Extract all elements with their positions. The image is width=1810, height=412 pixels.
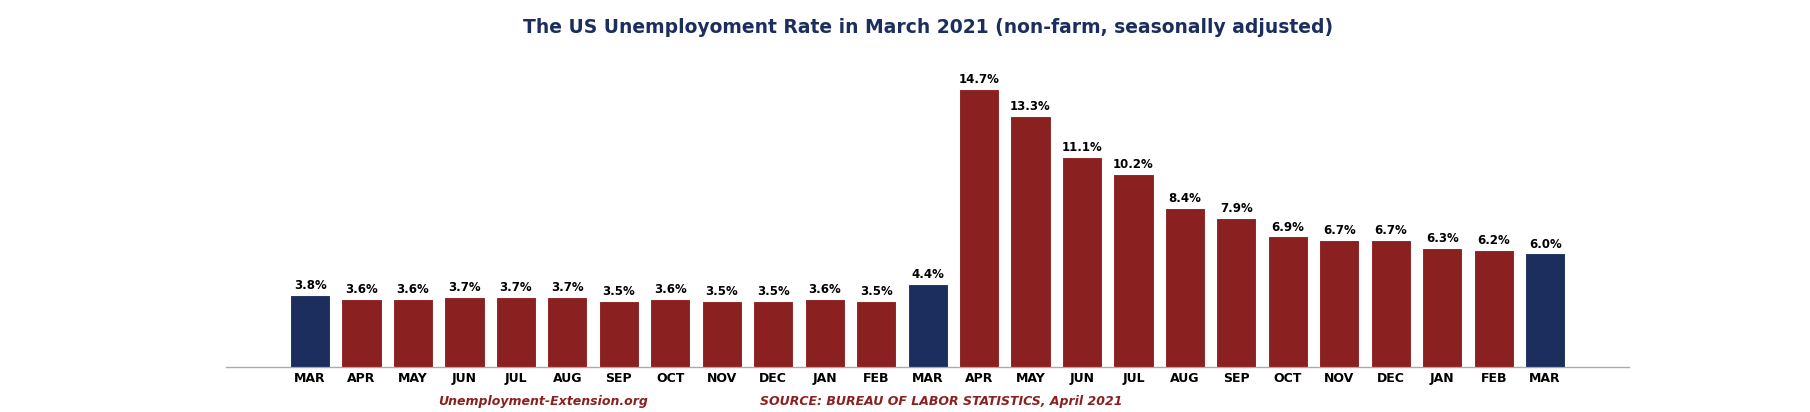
Bar — [1319, 240, 1359, 367]
Text: 3.6%: 3.6% — [653, 283, 686, 296]
Bar — [1267, 236, 1309, 367]
Text: 10.2%: 10.2% — [1113, 158, 1153, 171]
Text: Unemployment-Extension.org: Unemployment-Extension.org — [438, 395, 648, 408]
Text: 3.7%: 3.7% — [500, 281, 532, 294]
Bar — [753, 301, 793, 367]
Text: 13.3%: 13.3% — [1010, 100, 1052, 113]
Text: 3.8%: 3.8% — [293, 279, 326, 292]
Bar — [650, 299, 690, 367]
Bar — [393, 299, 433, 367]
Text: 3.5%: 3.5% — [706, 285, 738, 298]
Text: 3.7%: 3.7% — [449, 281, 481, 294]
Bar — [496, 297, 536, 367]
Bar — [1166, 208, 1205, 367]
Bar — [342, 299, 382, 367]
Bar — [599, 301, 639, 367]
Text: 3.6%: 3.6% — [809, 283, 842, 296]
Bar — [1526, 253, 1566, 367]
Text: 6.7%: 6.7% — [1323, 224, 1356, 237]
Bar — [1423, 248, 1462, 367]
Text: 6.7%: 6.7% — [1374, 224, 1406, 237]
Text: 3.5%: 3.5% — [757, 285, 789, 298]
Bar — [907, 283, 948, 367]
Text: 14.7%: 14.7% — [959, 73, 999, 86]
Bar — [1062, 157, 1102, 367]
Bar — [445, 297, 485, 367]
Bar — [547, 297, 588, 367]
Bar — [702, 301, 742, 367]
Text: 3.6%: 3.6% — [396, 283, 429, 296]
Bar — [1216, 218, 1256, 367]
Text: 7.9%: 7.9% — [1220, 201, 1253, 215]
Text: SOURCE: BUREAU OF LABOR STATISTICS, April 2021: SOURCE: BUREAU OF LABOR STATISTICS, Apri… — [760, 395, 1122, 408]
Text: 3.5%: 3.5% — [603, 285, 635, 298]
Title: The US Unemployoment Rate in March 2021 (non-farm, seasonally adjusted): The US Unemployoment Rate in March 2021 … — [523, 18, 1332, 37]
Bar — [1370, 240, 1410, 367]
Bar — [1113, 174, 1153, 367]
Text: 11.1%: 11.1% — [1062, 141, 1102, 154]
Bar — [805, 299, 845, 367]
Text: 3.7%: 3.7% — [550, 281, 583, 294]
Bar — [290, 295, 329, 367]
Text: 6.3%: 6.3% — [1426, 232, 1459, 245]
Text: 4.4%: 4.4% — [910, 268, 945, 281]
Text: 3.5%: 3.5% — [860, 285, 892, 298]
Text: 8.4%: 8.4% — [1169, 192, 1202, 205]
Text: 3.6%: 3.6% — [346, 283, 378, 296]
Text: 6.0%: 6.0% — [1529, 238, 1562, 250]
Text: 6.9%: 6.9% — [1271, 220, 1305, 234]
Bar — [856, 301, 896, 367]
Text: 6.2%: 6.2% — [1477, 234, 1510, 247]
Bar — [1010, 115, 1050, 367]
Bar — [1473, 250, 1513, 367]
Bar — [959, 89, 999, 367]
